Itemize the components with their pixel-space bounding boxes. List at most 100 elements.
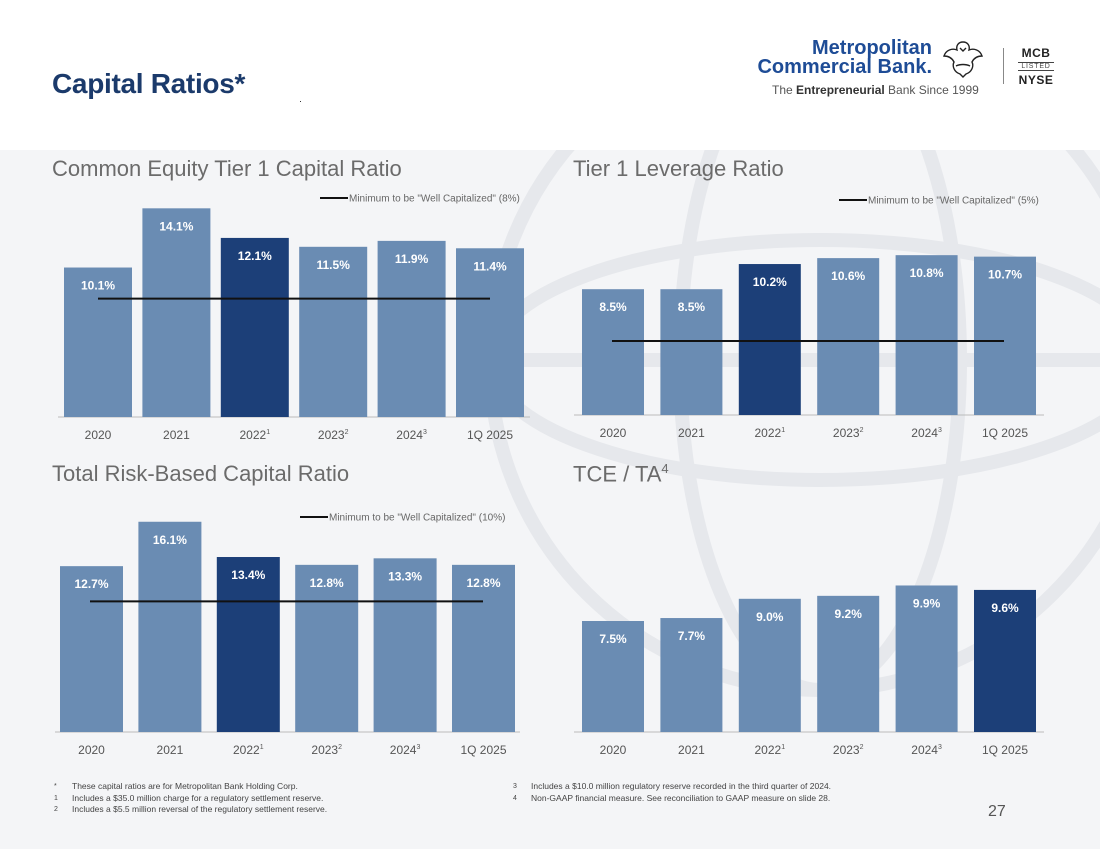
footnote: 1 Includes a $35.0 million charge for a r…	[54, 793, 327, 805]
logo-line2: Commercial Bank.	[757, 56, 932, 78]
data-label: 12.1%	[238, 249, 272, 263]
x-tick-label: 20232	[833, 743, 864, 757]
bar	[660, 289, 723, 415]
x-tick-superscript: 2	[860, 427, 864, 434]
bar	[220, 237, 289, 417]
x-tick-superscript: 3	[423, 429, 427, 436]
data-label: 13.3%	[388, 569, 422, 583]
chart-tce-ta: 7.5% 2020 7.7% 2021 9.0% 20221 9.2% 20232 9.9% 20…	[574, 585, 1044, 757]
x-tick-label: 20243	[390, 743, 421, 757]
x-tick-label: 1Q 2025	[467, 428, 513, 442]
x-tick-superscript: 3	[938, 744, 942, 751]
data-label: 7.7%	[678, 629, 706, 643]
data-label: 16.1%	[153, 533, 187, 547]
legend-label: Minimum to be "Well Capitalized" (5%)	[868, 196, 1039, 207]
x-tick-superscript: 2	[345, 429, 349, 436]
x-tick-label: 20232	[311, 743, 342, 757]
bar	[660, 618, 723, 732]
x-tick-superscript: 1	[266, 429, 270, 436]
bar	[974, 256, 1036, 415]
x-tick-label: 1Q 2025	[982, 743, 1028, 757]
x-tick-label: 20221	[233, 743, 264, 757]
bar	[895, 255, 958, 415]
footnote-text: Includes a $10.0 million regulatory rese…	[531, 781, 832, 791]
data-label: 11.4%	[473, 259, 507, 273]
x-tick-label: 20243	[396, 428, 427, 442]
x-tick-label: 2021	[678, 743, 705, 757]
footnote-mark: 2	[54, 806, 58, 813]
bar	[377, 240, 446, 417]
bank-logo: Metropolitan Commercial Bank. MCB LISTED…	[757, 36, 1058, 106]
bar	[60, 566, 123, 732]
x-tick-label: 2021	[678, 426, 705, 440]
tagline-pre: The	[772, 83, 797, 97]
exchange-name: NYSE	[1018, 73, 1054, 87]
footnote: 4 Non-GAAP financial measure. See reconci…	[513, 793, 831, 805]
x-tick-label: 2021	[157, 743, 184, 757]
footnotes-left: * These capital ratios are for Metropolit…	[54, 781, 327, 816]
x-tick-label: 20232	[318, 428, 349, 442]
x-tick-label: 2020	[600, 743, 627, 757]
x-tick-label: 20221	[754, 426, 785, 440]
exchange-listed: LISTED	[1018, 62, 1054, 71]
data-label: 9.6%	[991, 601, 1019, 615]
footnotes-right: 3 Includes a $10.0 million regulatory res…	[513, 781, 831, 804]
footnote-text: These capital ratios are for Metropolita…	[72, 781, 298, 791]
data-label: 8.5%	[599, 300, 627, 314]
footnote: 2 Includes a $5.5 million reversal of the…	[54, 804, 327, 816]
bar	[299, 246, 368, 417]
bar	[452, 564, 515, 732]
x-tick-label: 2020	[600, 426, 627, 440]
x-tick-label: 20221	[239, 428, 270, 442]
chart-title-tce-ta-text: TCE / TA	[573, 461, 662, 487]
data-label: 7.5%	[599, 632, 627, 646]
x-tick-label: 2020	[78, 743, 105, 757]
data-label: 9.2%	[835, 607, 863, 621]
data-label: 11.5%	[317, 258, 351, 272]
chart-cet1: 10.1%202014.1%202112.1%2022111.5%2023211…	[58, 194, 530, 442]
x-tick-label: 2020	[85, 428, 112, 442]
eagle-icon	[943, 41, 983, 78]
page-title: Capital Ratios*	[52, 68, 246, 99]
x-tick-label: 1Q 2025	[460, 743, 506, 757]
tagline-bold: Entrepreneurial	[796, 83, 885, 97]
data-label: 9.0%	[756, 610, 784, 624]
footnote-mark: 3	[513, 783, 517, 790]
data-label: 13.4%	[231, 568, 265, 582]
header-band	[0, 0, 1100, 150]
bar	[216, 557, 280, 732]
tagline-post: Bank Since 1999	[884, 83, 979, 97]
data-label: 14.1%	[159, 219, 193, 233]
data-label: 8.5%	[678, 300, 706, 314]
chart-title-tier1-leverage: Tier 1 Leverage Ratio	[573, 156, 784, 181]
data-label: 11.9%	[395, 252, 429, 266]
bar	[582, 621, 644, 732]
bar	[817, 258, 880, 415]
footnote-mark: 1	[54, 794, 58, 802]
x-tick-superscript: 2	[338, 744, 342, 751]
bar	[138, 521, 202, 732]
x-tick-label: 20243	[911, 426, 942, 440]
footnote-mark: 4	[513, 794, 517, 802]
x-tick-superscript: 1	[260, 744, 264, 751]
legend-label: Minimum to be "Well Capitalized" (10%)	[329, 513, 505, 524]
chart-title-total-risk-based: Total Risk-Based Capital Ratio	[52, 461, 350, 486]
legend-label: Minimum to be "Well Capitalized" (8%)	[349, 194, 520, 205]
x-tick-label: 20232	[833, 426, 864, 440]
data-label: 10.8%	[910, 266, 944, 280]
x-tick-superscript: 3	[416, 744, 420, 751]
x-tick-label: 1Q 2025	[982, 426, 1028, 440]
bar	[64, 267, 132, 417]
data-label: 12.8%	[466, 576, 500, 590]
x-tick-superscript: 2	[860, 744, 864, 751]
logo-tagline: The Entrepreneurial Bank Since 1999	[772, 83, 979, 97]
chart-title-tce-ta-sup: 4	[661, 461, 669, 476]
data-label: 10.7%	[988, 268, 1022, 282]
bar	[295, 564, 359, 732]
x-tick-superscript: 3	[938, 427, 942, 434]
bar	[738, 264, 801, 415]
x-tick-label: 20221	[754, 743, 785, 757]
footnote-mark: *	[54, 783, 57, 790]
logo-line1: Metropolitan	[812, 37, 932, 59]
x-tick-superscript: 1	[781, 744, 785, 751]
